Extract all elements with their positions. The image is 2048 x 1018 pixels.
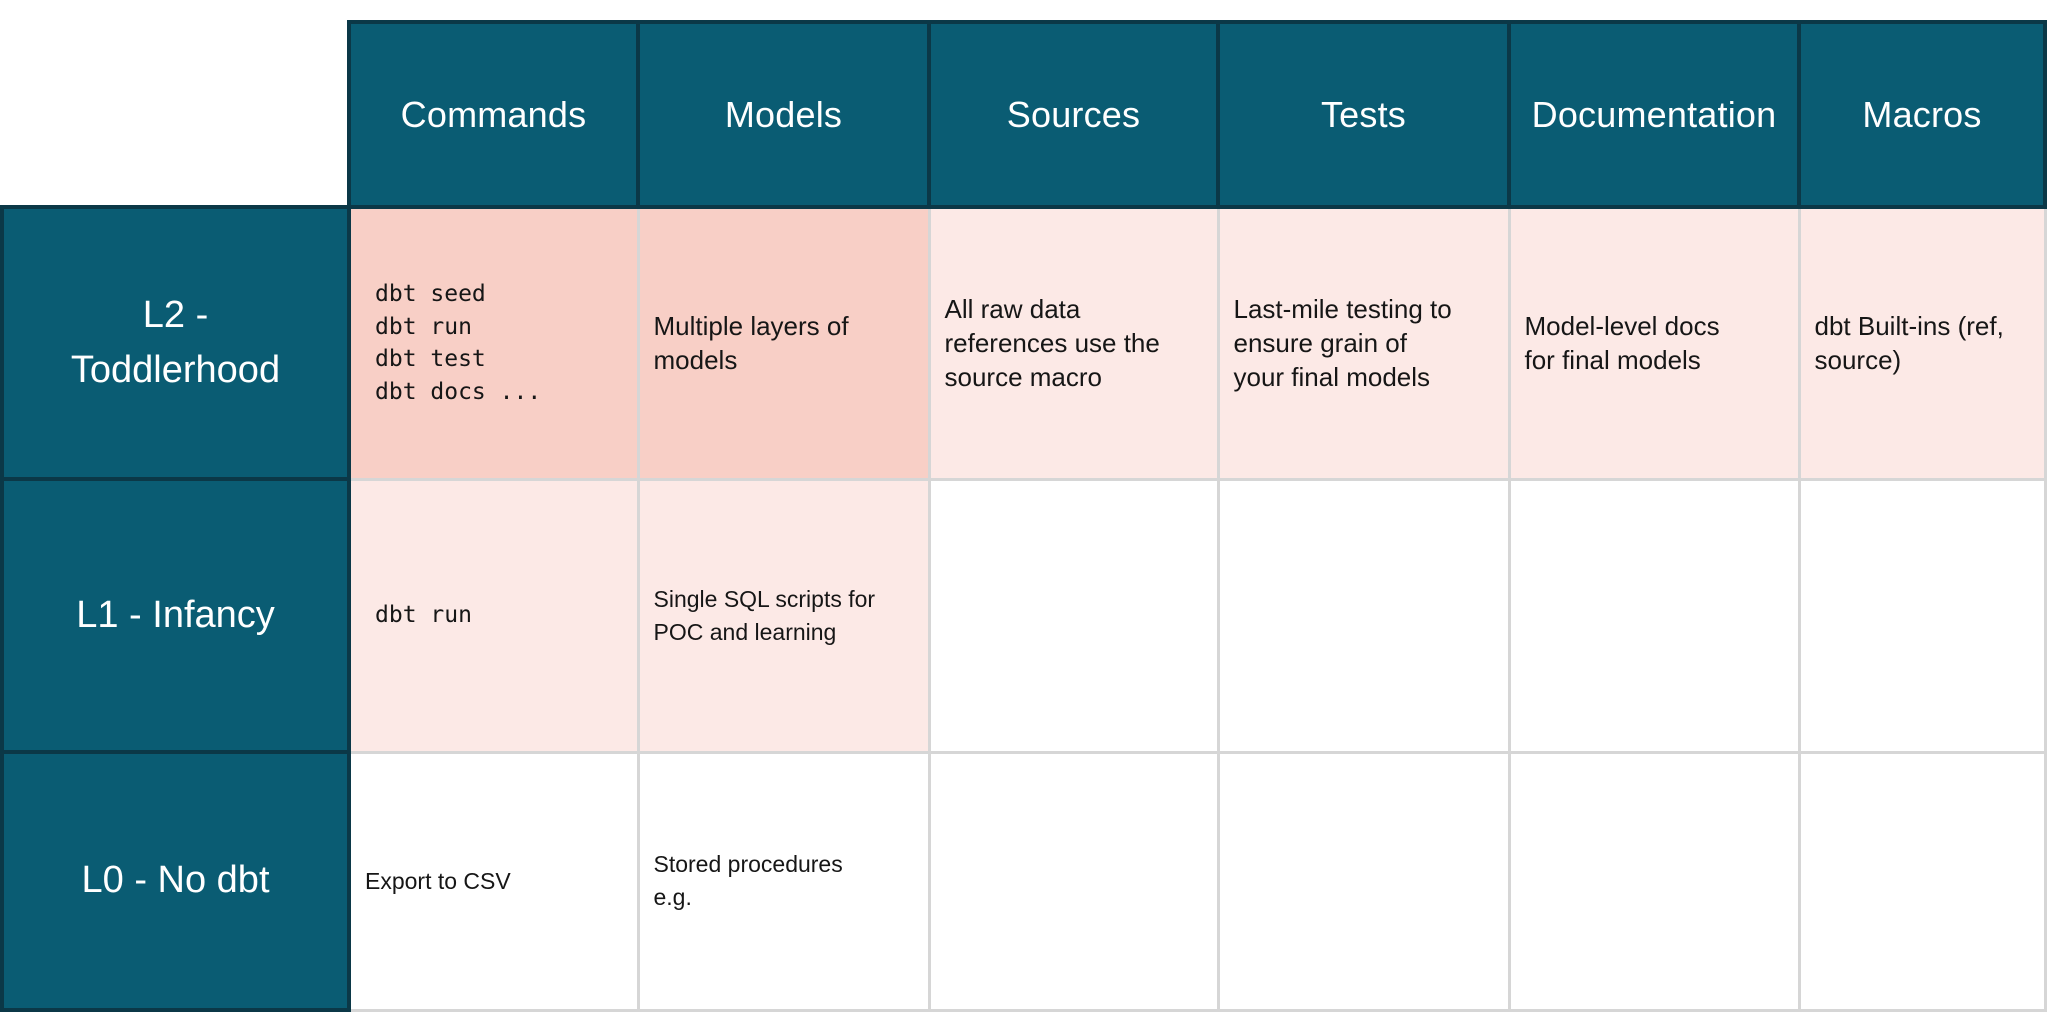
corner-cell bbox=[2, 22, 349, 207]
column-header-documentation: Documentation bbox=[1507, 20, 1801, 209]
cell-l2-sources: All raw data references use the source m… bbox=[927, 205, 1220, 481]
cell-l0-macros bbox=[1797, 750, 2047, 1012]
cell-l1-documentation bbox=[1507, 477, 1801, 754]
cell-l2-macros: dbt Built-ins (ref, source) bbox=[1797, 205, 2047, 481]
cell-l0-documentation bbox=[1507, 750, 1801, 1012]
column-header-models: Models bbox=[636, 20, 931, 209]
cell-l1-models: Single SQL scripts for POC and learning bbox=[636, 477, 931, 754]
column-header-commands: Commands bbox=[347, 20, 640, 209]
table-row-l1: L1 - Infancy dbt run Single SQL scripts … bbox=[0, 477, 2047, 754]
cell-l1-macros bbox=[1797, 477, 2047, 754]
table-row-l0: L0 - No dbt Export to CSV Stored procedu… bbox=[0, 750, 2047, 1012]
row-header-l2-label: L2 - Toddlerhood bbox=[70, 293, 281, 391]
maturity-matrix: Commands Models Sources Tests Documentat… bbox=[0, 20, 2047, 1012]
cell-l0-models: Stored procedures e.g. bbox=[636, 750, 931, 1012]
cell-l2-tests: Last-mile testing to ensure grain of you… bbox=[1216, 205, 1511, 481]
row-header-l1-label: L1 - Infancy bbox=[76, 593, 275, 636]
header-row: Commands Models Sources Tests Documentat… bbox=[2, 20, 2047, 209]
column-header-sources: Sources bbox=[927, 20, 1220, 209]
cell-l2-documentation: Model-level docs for final models bbox=[1507, 205, 1801, 481]
cell-l0-sources bbox=[927, 750, 1220, 1012]
column-header-tests: Tests bbox=[1216, 20, 1511, 209]
cell-l0-tests bbox=[1216, 750, 1511, 1012]
row-header-l0-label: L0 - No dbt bbox=[81, 859, 270, 902]
cell-l1-commands: dbt run bbox=[347, 477, 640, 754]
maturity-table: Commands Models Sources Tests Documentat… bbox=[0, 20, 2047, 1012]
row-header-l0: L0 - No dbt bbox=[0, 750, 351, 1012]
cell-l1-sources bbox=[927, 477, 1220, 754]
column-header-macros: Macros bbox=[1797, 20, 2047, 209]
cell-l2-models: Multiple layers of models bbox=[636, 205, 931, 481]
table-row-l2: L2 - Toddlerhood dbt seed dbt run dbt te… bbox=[0, 205, 2047, 481]
row-header-l2: L2 - Toddlerhood bbox=[0, 205, 351, 481]
cell-l1-tests bbox=[1216, 477, 1511, 754]
cell-l0-commands: Export to CSV bbox=[347, 750, 640, 1012]
row-header-l1: L1 - Infancy bbox=[0, 477, 351, 754]
cell-l2-commands: dbt seed dbt run dbt test dbt docs ... bbox=[347, 205, 640, 481]
